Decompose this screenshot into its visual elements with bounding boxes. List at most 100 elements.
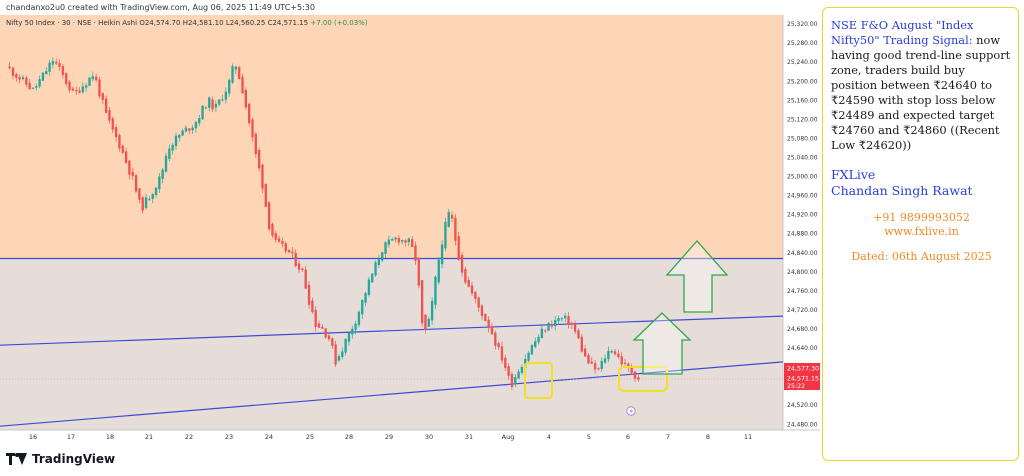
candle-body — [15, 74, 18, 78]
y-tick-label: 25,160.00 — [787, 97, 818, 104]
candle-body — [490, 326, 494, 335]
candle-body — [424, 314, 427, 330]
candle-body — [158, 176, 161, 190]
candle-body — [251, 119, 254, 138]
ohlc-high: H24,581.10 — [182, 19, 224, 27]
candle-body — [494, 332, 497, 346]
candle-body — [367, 279, 371, 295]
author-block: FXLive Chandan Singh Rawat — [831, 167, 1012, 199]
candle-body — [45, 71, 48, 75]
candle-body — [404, 240, 407, 243]
candle-body — [410, 239, 414, 247]
candle-body — [507, 366, 510, 376]
candle-body — [78, 90, 81, 93]
candle-body — [401, 239, 404, 242]
candle-body — [304, 269, 307, 289]
candle-body — [484, 313, 487, 322]
candle-body — [600, 361, 603, 369]
candle-body — [48, 62, 51, 72]
chart-area[interactable]: 24,480.0024,520.0024,560.0024,600.0024,6… — [0, 0, 820, 476]
x-tick-label: 23 — [225, 433, 233, 441]
candle-body — [144, 197, 148, 208]
candle-body — [111, 118, 114, 130]
candle-body — [480, 305, 484, 316]
y-tick-label: 25,280.00 — [787, 40, 818, 47]
candle-body — [467, 279, 470, 287]
candle-body — [597, 368, 600, 370]
support-highlight-box — [524, 362, 553, 399]
y-tick-label: 25,120.00 — [787, 116, 818, 123]
candle-body — [577, 330, 580, 339]
candle-body — [124, 151, 128, 163]
support-zone — [0, 258, 783, 430]
y-tick-label: 24,880.00 — [787, 231, 818, 238]
candle-body — [274, 233, 277, 240]
y-tick-label: 24,720.00 — [787, 307, 818, 314]
candle-body — [194, 122, 198, 129]
candle-body — [610, 350, 613, 353]
candle-body — [238, 67, 241, 80]
x-tick-label: 17 — [67, 433, 75, 441]
tradingview-brand[interactable]: TradingView — [6, 452, 115, 466]
candle-body — [81, 86, 85, 93]
candle-body — [570, 323, 573, 325]
lightning-icon — [629, 408, 633, 414]
candle-body — [108, 110, 111, 121]
candle-body — [351, 328, 354, 335]
candle-body — [218, 99, 221, 105]
candle-body — [284, 243, 287, 252]
ohlc-change: +7.00 (+0.03%) — [310, 19, 368, 27]
candle-body — [454, 217, 457, 241]
candle-body — [204, 107, 208, 109]
candle-body — [321, 326, 324, 329]
price-chart[interactable]: 24,480.0024,520.0024,560.0024,600.0024,6… — [0, 0, 820, 476]
candle-body — [294, 252, 297, 267]
candle-body — [91, 76, 94, 80]
signal-text: NSE F&O August "Index Nifty50" Trading S… — [831, 18, 1012, 153]
candle-body — [361, 299, 364, 315]
candle-body — [228, 79, 231, 94]
candle-body — [188, 128, 191, 131]
y-tick-label: 25,200.00 — [787, 78, 818, 85]
candle-body — [154, 187, 158, 195]
candle-body — [354, 323, 357, 330]
candle-body — [51, 61, 55, 65]
candle-body — [391, 239, 394, 241]
candle-body — [261, 164, 264, 189]
candle-body — [520, 366, 524, 373]
candle-body — [201, 105, 204, 120]
signal-body: now having good trend-line support zone,… — [831, 33, 1011, 152]
candle-body — [544, 330, 547, 332]
candle-body — [464, 269, 467, 283]
candle-body — [85, 85, 88, 88]
candle-body — [68, 81, 71, 91]
candle-body — [450, 214, 454, 219]
candle-body — [71, 88, 75, 91]
candle-body — [61, 66, 65, 75]
candle-body — [121, 145, 124, 153]
candle-body — [547, 322, 550, 331]
candle-body — [384, 242, 387, 254]
candle-body — [264, 183, 267, 207]
candle-body — [184, 127, 188, 132]
last-price-tag — [784, 373, 820, 390]
candle-body — [583, 348, 587, 357]
candle-body — [58, 63, 61, 67]
candle-body — [214, 103, 218, 108]
candle-body — [530, 345, 534, 355]
candle-body — [75, 90, 78, 92]
candle-body — [554, 320, 557, 326]
candle-body — [417, 257, 420, 286]
x-tick-label: 18 — [106, 433, 114, 441]
website-link[interactable]: www.fxlive.in — [884, 225, 959, 238]
candle-body — [444, 221, 447, 249]
candle-body — [65, 73, 68, 84]
candle-body — [8, 66, 11, 69]
candle-body — [244, 89, 247, 108]
candle-body — [514, 377, 517, 385]
candle-body — [434, 276, 437, 305]
candle-body — [271, 223, 274, 236]
candle-body — [407, 238, 410, 243]
candle-body — [414, 245, 417, 261]
candle-body — [118, 135, 121, 149]
